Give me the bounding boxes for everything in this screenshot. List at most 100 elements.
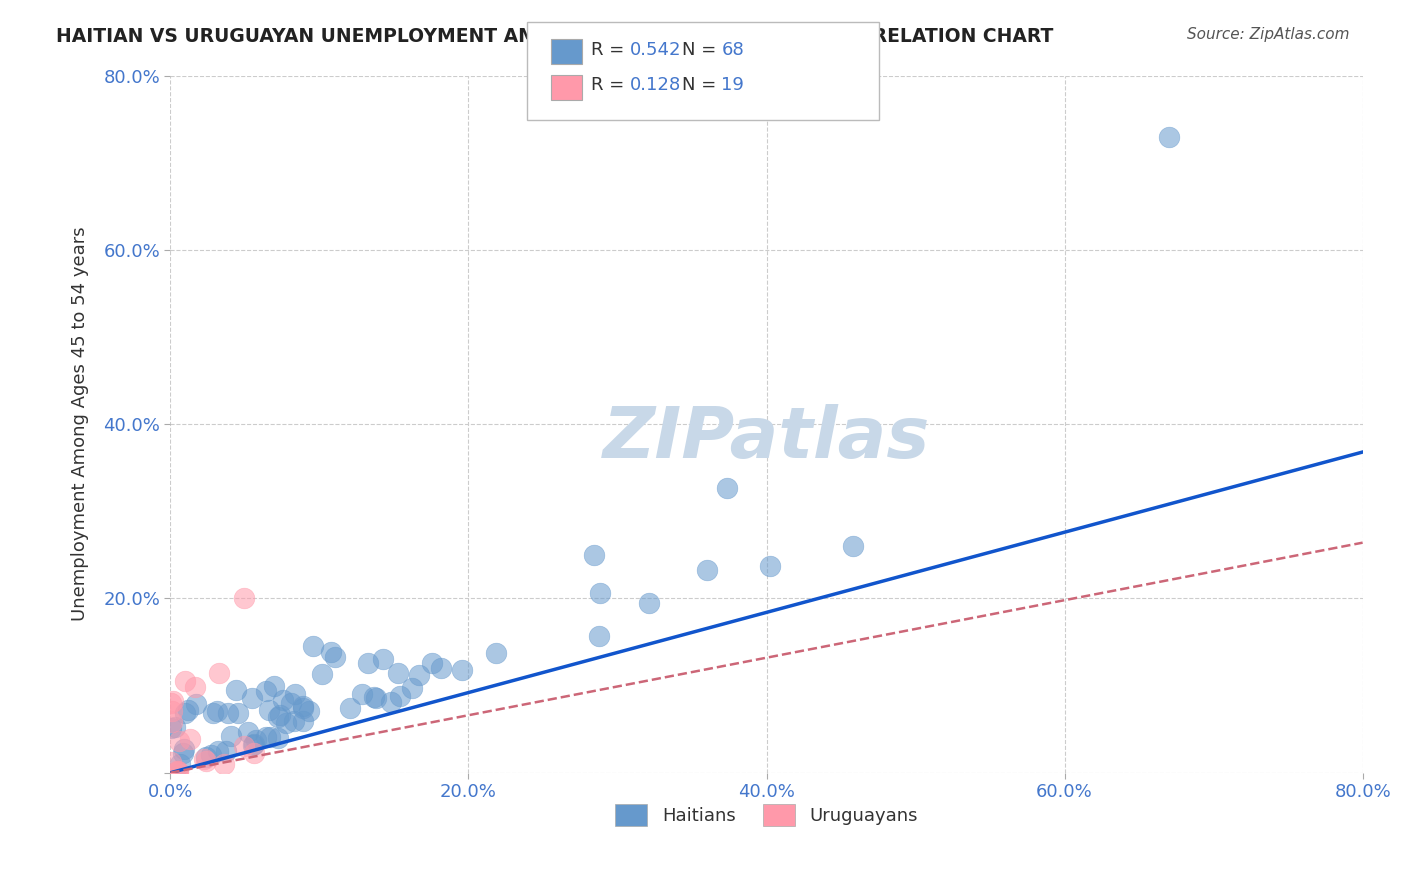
Point [842, 539, 865, 553]
Point [267, 710, 290, 724]
Point [243, 746, 266, 760]
Point [179, 731, 201, 746]
Point [195, 754, 218, 768]
Point [167, 764, 190, 779]
Point [159, 721, 181, 735]
Point [162, 694, 184, 708]
Legend: Haitians, Uruguayans: Haitians, Uruguayans [607, 797, 925, 833]
Point [217, 706, 239, 720]
Point [169, 757, 191, 772]
Text: N =: N = [682, 41, 721, 59]
Point [588, 629, 610, 643]
Point [159, 696, 181, 710]
Y-axis label: Unemployment Among Ages 45 to 54 years: Unemployment Among Ages 45 to 54 years [72, 227, 89, 622]
Point [257, 703, 280, 717]
Text: R =: R = [591, 41, 630, 59]
Point [254, 730, 277, 744]
Point [339, 701, 361, 715]
Point [380, 695, 402, 709]
Point [350, 687, 373, 701]
Point [208, 665, 231, 680]
Point [430, 661, 453, 675]
Point [283, 714, 305, 728]
Point [280, 696, 302, 710]
Point [238, 725, 260, 739]
Point [166, 764, 188, 779]
Point [195, 750, 218, 764]
Point [267, 731, 290, 746]
Point [242, 737, 264, 751]
Text: 68: 68 [721, 41, 744, 59]
Point [263, 679, 285, 693]
Point [160, 704, 183, 718]
Text: HAITIAN VS URUGUAYAN UNEMPLOYMENT AMONG AGES 45 TO 54 YEARS CORRELATION CHART: HAITIAN VS URUGUAYAN UNEMPLOYMENT AMONG … [56, 27, 1053, 45]
Point [589, 586, 612, 600]
Point [184, 681, 207, 695]
Point [207, 704, 229, 718]
Point [259, 730, 281, 744]
Text: ZIPatlas: ZIPatlas [603, 403, 931, 473]
Point [174, 674, 197, 689]
Point [242, 738, 264, 752]
Point [207, 744, 229, 758]
Text: N =: N = [682, 76, 721, 94]
Point [200, 748, 222, 763]
Point [319, 644, 342, 658]
Point [450, 663, 472, 677]
Point [311, 667, 333, 681]
Point [696, 563, 718, 577]
Point [172, 746, 194, 760]
Point [202, 706, 225, 720]
Point [254, 684, 277, 698]
Point [401, 681, 423, 696]
Point [173, 706, 195, 720]
Point [363, 690, 385, 704]
Point [269, 708, 291, 723]
Point [215, 744, 238, 758]
Point [245, 733, 267, 747]
Point [160, 755, 183, 769]
Point [292, 701, 315, 715]
Point [163, 720, 186, 734]
Point [226, 706, 249, 721]
Point [233, 591, 256, 605]
Text: 0.128: 0.128 [630, 76, 681, 94]
Point [167, 734, 190, 748]
Point [716, 481, 738, 495]
Text: 19: 19 [721, 76, 744, 94]
Point [323, 649, 346, 664]
Point [389, 689, 412, 703]
Point [408, 668, 430, 682]
Point [298, 704, 321, 718]
Point [184, 697, 207, 711]
Point [357, 657, 380, 671]
Text: 0.542: 0.542 [630, 41, 682, 59]
Text: R =: R = [591, 76, 636, 94]
Point [759, 558, 782, 573]
Point [373, 651, 395, 665]
Point [166, 764, 188, 779]
Point [583, 548, 606, 562]
Point [284, 687, 307, 701]
Point [364, 691, 387, 706]
Point [219, 729, 242, 743]
Point [485, 646, 508, 660]
Point [638, 596, 661, 610]
Point [193, 752, 215, 766]
Point [240, 690, 263, 705]
Point [212, 757, 235, 772]
Point [276, 716, 298, 731]
Point [173, 742, 195, 756]
Point [233, 739, 256, 753]
Point [301, 639, 323, 653]
Point [1157, 129, 1180, 144]
Point [271, 693, 294, 707]
Point [387, 666, 409, 681]
Text: Source: ZipAtlas.com: Source: ZipAtlas.com [1187, 27, 1350, 42]
Point [291, 698, 314, 713]
Point [225, 683, 247, 698]
Point [162, 714, 184, 729]
Point [420, 656, 443, 670]
Point [291, 714, 314, 729]
Point [177, 703, 200, 717]
